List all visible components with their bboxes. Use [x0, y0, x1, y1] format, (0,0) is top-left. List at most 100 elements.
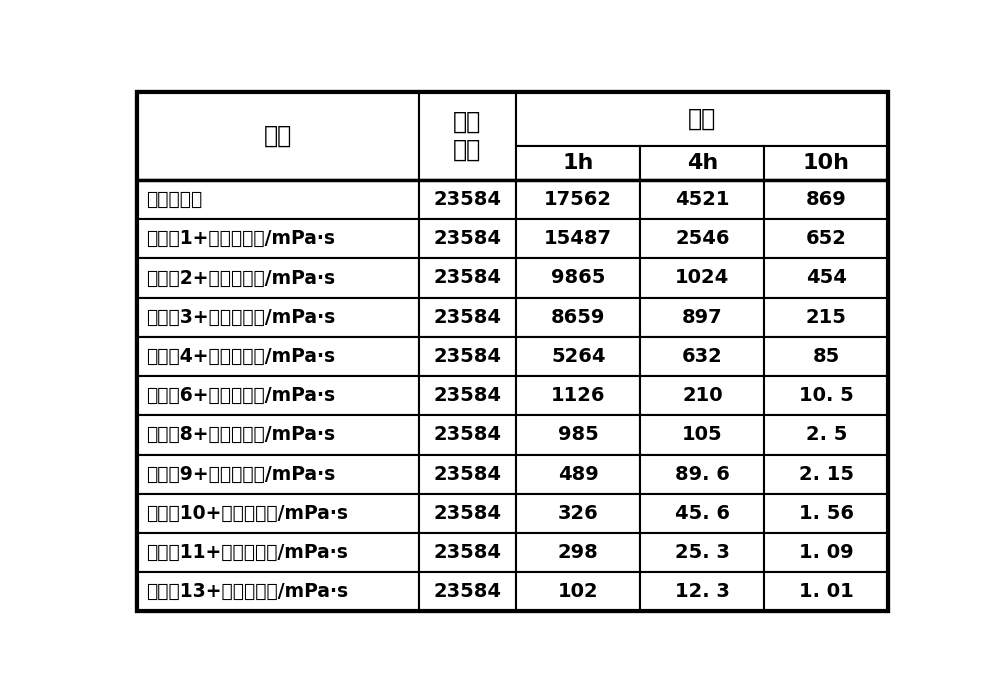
Text: 23584: 23584	[433, 190, 501, 209]
Bar	[764, 572, 888, 611]
Bar	[640, 376, 764, 416]
Text: 12. 3: 12. 3	[675, 583, 730, 601]
Bar	[137, 572, 419, 611]
Bar	[640, 572, 764, 611]
Text: 45. 6: 45. 6	[675, 504, 730, 523]
Bar	[516, 180, 640, 219]
Bar	[764, 493, 888, 533]
Text: 23584: 23584	[433, 583, 501, 601]
Text: 实施例8+聚混合粘度/mPa·s: 实施例8+聚混合粘度/mPa·s	[146, 425, 335, 444]
Text: 85: 85	[813, 347, 840, 366]
Text: 869: 869	[806, 190, 847, 209]
Text: 1. 56: 1. 56	[799, 504, 854, 523]
Bar	[764, 533, 888, 572]
Bar	[419, 572, 516, 611]
Bar	[640, 298, 764, 337]
Text: 1. 01: 1. 01	[799, 583, 854, 601]
Text: 8659: 8659	[551, 308, 605, 326]
Text: 15487: 15487	[544, 229, 612, 248]
Text: 23584: 23584	[433, 425, 501, 444]
Text: 215: 215	[806, 308, 847, 326]
Text: 23584: 23584	[433, 269, 501, 287]
Text: 632: 632	[682, 347, 723, 366]
Bar	[137, 337, 419, 376]
Bar	[764, 298, 888, 337]
Text: 985: 985	[558, 425, 599, 444]
Bar	[137, 298, 419, 337]
Text: 1024: 1024	[675, 269, 729, 287]
Text: 23584: 23584	[433, 347, 501, 366]
Bar	[764, 454, 888, 493]
Text: 23584: 23584	[433, 229, 501, 248]
Text: 实施例2+聚混合粘度/mPa·s: 实施例2+聚混合粘度/mPa·s	[146, 269, 335, 287]
Bar	[516, 258, 640, 298]
Text: 25. 3: 25. 3	[675, 543, 730, 562]
Bar	[516, 572, 640, 611]
Bar	[764, 376, 888, 416]
Bar	[764, 416, 888, 454]
Bar	[137, 376, 419, 416]
Text: 105: 105	[682, 425, 723, 444]
Bar	[137, 219, 419, 258]
Bar	[419, 416, 516, 454]
Bar	[640, 416, 764, 454]
Text: 10h: 10h	[803, 153, 850, 173]
Text: 实施例6+聚混合粘度/mPa·s: 实施例6+聚混合粘度/mPa·s	[146, 386, 335, 405]
Text: 210: 210	[682, 386, 723, 405]
Text: 1126: 1126	[551, 386, 606, 405]
Text: 17562: 17562	[544, 190, 612, 209]
Bar	[419, 298, 516, 337]
Bar	[640, 493, 764, 533]
Bar	[640, 337, 764, 376]
Text: 1h: 1h	[563, 153, 594, 173]
Bar	[516, 416, 640, 454]
Bar	[137, 533, 419, 572]
Text: 23584: 23584	[433, 504, 501, 523]
Text: 实施例9+聚混合粘度/mPa·s: 实施例9+聚混合粘度/mPa·s	[146, 465, 335, 484]
Text: 空白聚混合: 空白聚混合	[146, 190, 202, 209]
Text: 9865: 9865	[551, 269, 605, 287]
Bar	[419, 92, 516, 180]
Bar	[137, 454, 419, 493]
Bar	[640, 454, 764, 493]
Bar	[640, 146, 764, 180]
Text: 489: 489	[558, 465, 599, 484]
Text: 指标: 指标	[263, 124, 292, 148]
Text: 放置: 放置	[688, 107, 716, 131]
Bar	[137, 258, 419, 298]
Bar	[640, 258, 764, 298]
Bar	[137, 416, 419, 454]
Text: 实施例13+聚混合粘度/mPa·s: 实施例13+聚混合粘度/mPa·s	[146, 583, 348, 601]
Bar	[137, 180, 419, 219]
Bar	[516, 533, 640, 572]
Bar	[516, 298, 640, 337]
Bar	[516, 493, 640, 533]
Bar	[640, 533, 764, 572]
Bar	[516, 92, 888, 146]
Bar	[516, 376, 640, 416]
Text: 298: 298	[558, 543, 599, 562]
Bar	[419, 337, 516, 376]
Bar	[419, 533, 516, 572]
Bar	[419, 219, 516, 258]
Bar	[764, 337, 888, 376]
Text: 实施例1+聚混合粘度/mPa·s: 实施例1+聚混合粘度/mPa·s	[146, 229, 335, 248]
Text: 897: 897	[682, 308, 723, 326]
Bar	[516, 454, 640, 493]
Text: 2. 5: 2. 5	[806, 425, 847, 444]
Text: 实施例11+聚混合粘度/mPa·s: 实施例11+聚混合粘度/mPa·s	[146, 543, 348, 562]
Text: 23584: 23584	[433, 308, 501, 326]
Bar	[419, 454, 516, 493]
Bar	[764, 219, 888, 258]
Text: 23584: 23584	[433, 543, 501, 562]
Text: 4521: 4521	[675, 190, 730, 209]
Bar	[137, 493, 419, 533]
Text: 5264: 5264	[551, 347, 606, 366]
Text: 实施例10+聚混合粘度/mPa·s: 实施例10+聚混合粘度/mPa·s	[146, 504, 348, 523]
Bar	[419, 493, 516, 533]
Text: 23584: 23584	[433, 386, 501, 405]
Text: 454: 454	[806, 269, 847, 287]
Bar	[640, 219, 764, 258]
Bar	[516, 219, 640, 258]
Text: 102: 102	[558, 583, 599, 601]
